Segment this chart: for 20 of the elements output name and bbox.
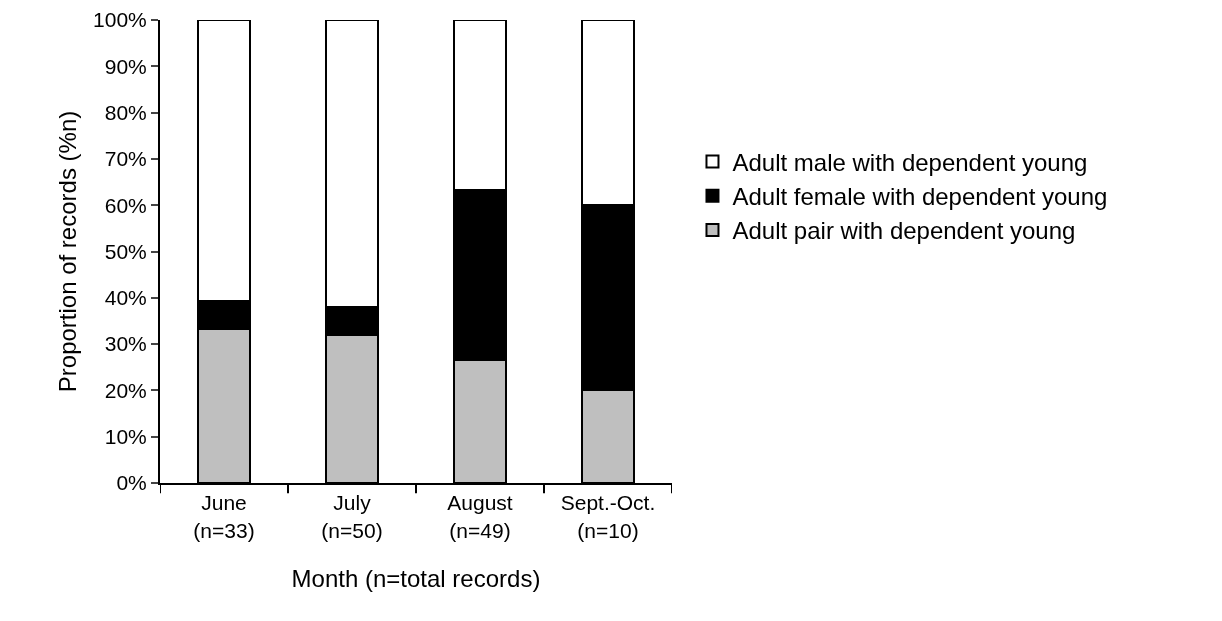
legend-label: Adult female with dependent young — [732, 183, 1108, 211]
y-tick-label: 90% — [104, 54, 147, 78]
y-axis-title: Proportion of records (%n) — [53, 110, 81, 393]
x-tick-label: June (n=33) — [193, 491, 255, 542]
y-tick-label: 30% — [104, 332, 147, 356]
y-tick-label: 50% — [104, 239, 147, 263]
y-tick-label: 10% — [104, 425, 147, 449]
legend-label: Adult male with dependent young — [732, 148, 1088, 176]
y-tick-label: 60% — [104, 193, 147, 217]
y-tick-label: 20% — [104, 378, 147, 402]
y-tick-label: 70% — [104, 147, 147, 171]
legend-label: Adult pair with dependent young — [732, 217, 1076, 245]
x-tick-label: July (n=50) — [321, 491, 383, 542]
y-tick-label: 80% — [104, 100, 147, 124]
x-axis-title: Month (n=total records) — [291, 565, 541, 593]
y-tick-label: 100% — [93, 8, 147, 32]
x-tick-label: August (n=49) — [447, 491, 513, 542]
y-tick-label: 0% — [116, 471, 147, 495]
y-tick-label: 40% — [104, 286, 147, 310]
x-tick-label: Sept.-Oct. (n=10) — [560, 491, 656, 542]
